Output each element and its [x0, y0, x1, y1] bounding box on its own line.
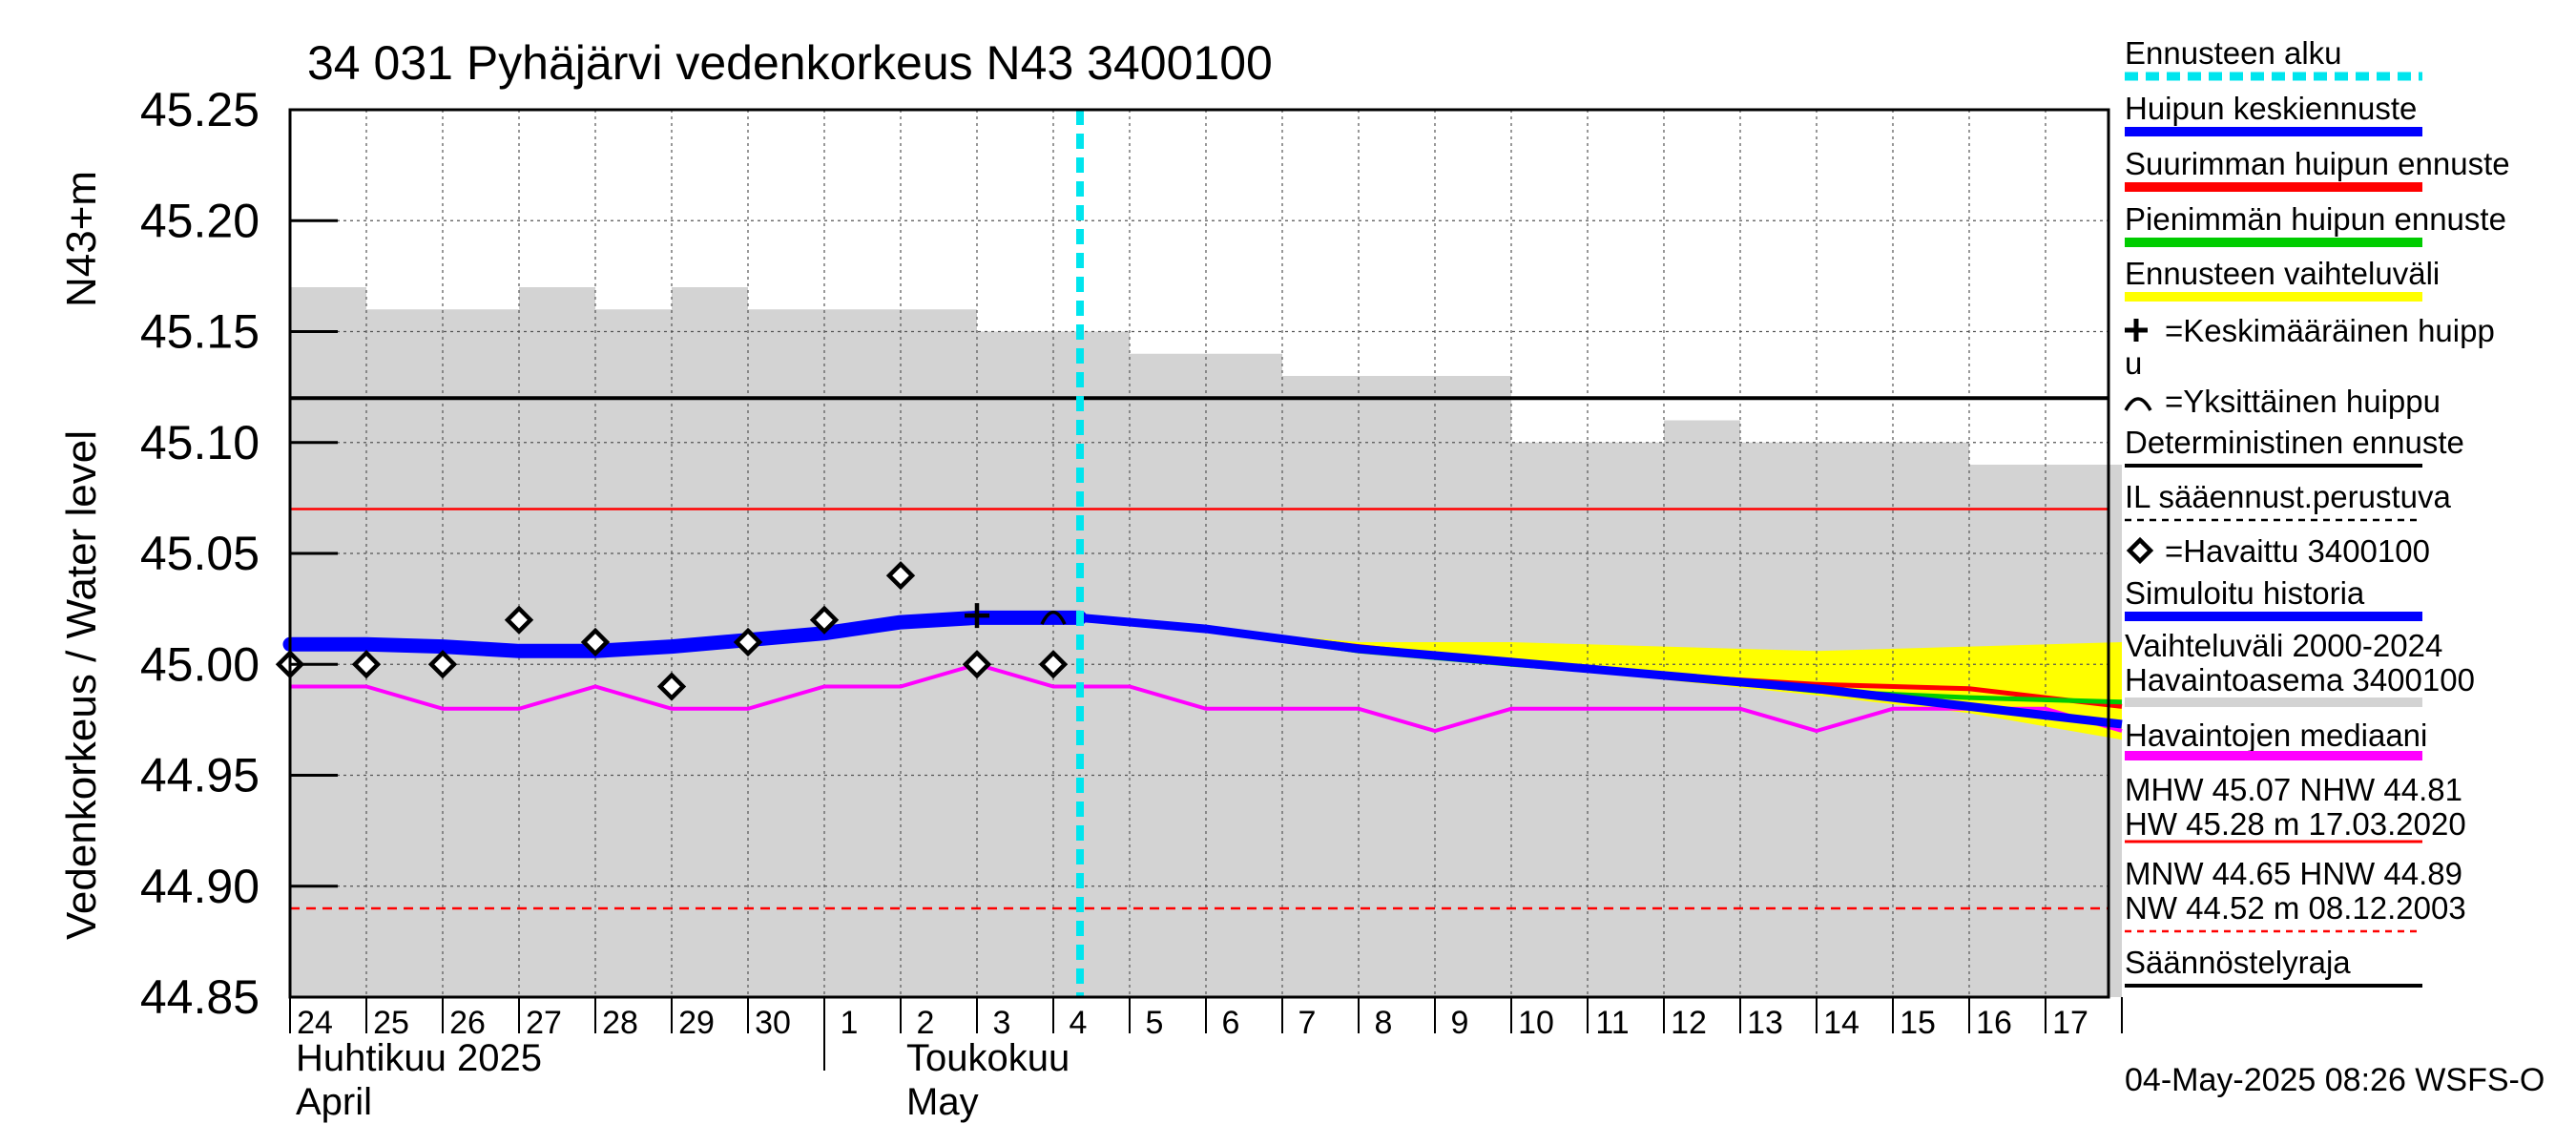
legend-label: Vaihteluväli 2000-2024 — [2125, 628, 2442, 663]
observed-marker — [733, 627, 763, 657]
legend-label-secondary: u — [2125, 345, 2142, 381]
month-label-fi: Huhtikuu 2025 — [296, 1037, 542, 1079]
legend-label-secondary: HW 45.28 m 17.03.2020 — [2125, 806, 2466, 842]
median-series-line — [290, 662, 2123, 734]
legend: Ennusteen alku Huipun keskiennuste Suurimm… — [2124, 35, 2510, 988]
footer-timestamp: 04-May-2025 08:26 WSFS-O — [2125, 1062, 2545, 1098]
legend-diamond-icon — [2126, 536, 2154, 565]
x-tick-label: 1 — [841, 1005, 859, 1041]
x-tick-label: 4 — [1070, 1005, 1088, 1041]
x-tick-label: 17 — [2052, 1005, 2088, 1041]
series-lines — [282, 610, 2123, 734]
y-tick-label: 45.25 — [140, 83, 260, 136]
legend-label: Simuloitu historia — [2125, 575, 2365, 611]
reference-lines — [290, 396, 2109, 910]
x-tick-label: 25 — [373, 1005, 409, 1041]
y-tick-label: 45.10 — [140, 416, 260, 469]
x-tick-label: 15 — [1900, 1005, 1936, 1041]
legend-label: IL sääennust.perustuva — [2125, 479, 2451, 514]
observed-marker — [580, 627, 611, 657]
forecast-band-area — [1080, 619, 2122, 740]
axes: 44.85 44.90 44.95 45.00 45.05 45.10 45.15 45.20… — [140, 83, 2123, 1123]
observed-marker — [1038, 650, 1069, 679]
x-tick-label: 2 — [917, 1005, 935, 1041]
y-tick-label: 45.05 — [140, 527, 260, 580]
x-tick-label: 7 — [1298, 1005, 1317, 1041]
legend-label-secondary: NW 44.52 m 08.12.2003 — [2125, 890, 2466, 926]
observed-marker — [962, 650, 992, 679]
y-axis-unit-label: N43+m — [58, 171, 105, 307]
legend-label: Suurimman huipun ennuste — [2125, 146, 2510, 181]
legend-label: Deterministinen ennuste — [2125, 425, 2464, 460]
x-tick-label: 26 — [449, 1005, 486, 1041]
legend-label: Huipun keskiennuste — [2125, 91, 2417, 126]
legend-label: Ennusteen vaihteluväli — [2125, 256, 2440, 291]
legend-arch-icon — [2124, 397, 2152, 411]
grid-lines — [290, 110, 2109, 997]
x-tick-label: 10 — [1518, 1005, 1554, 1041]
x-tick-label: 27 — [526, 1005, 562, 1041]
forecast-variation-band — [1080, 619, 2122, 740]
x-tick-label: 13 — [1747, 1005, 1783, 1041]
month-label-en: May — [906, 1081, 979, 1123]
x-tick-label: 11 — [1595, 1005, 1629, 1041]
y-tick-label: 45.00 — [140, 637, 260, 691]
x-tick-label: 14 — [1823, 1005, 1859, 1041]
legend-label: Ennusteen alku — [2125, 35, 2342, 71]
x-tick-label: 9 — [1451, 1005, 1469, 1041]
y-tick-label: 45.15 — [140, 305, 260, 359]
x-tick-label: 6 — [1222, 1005, 1240, 1041]
observed-marker — [351, 650, 382, 679]
x-tick-label: 5 — [1146, 1005, 1164, 1041]
observed-marker — [656, 672, 687, 701]
single-peak-arch-marker — [1040, 610, 1067, 625]
mean-peak-plus-marker — [965, 603, 989, 629]
month-label-fi: Toukokuu — [906, 1037, 1070, 1079]
mean-peak-forecast-line — [1079, 613, 2123, 729]
x-tick-label: 12 — [1671, 1005, 1707, 1041]
legend-label: MHW 45.07 NHW 44.81 — [2125, 772, 2462, 807]
legend-label-secondary: Havaintoasema 3400100 — [2125, 662, 2475, 697]
month-label-en: April — [296, 1081, 372, 1123]
observed-markers — [275, 561, 1069, 701]
legend-label: MNW 44.65 HNW 44.89 — [2125, 856, 2462, 891]
simulated-history-line — [282, 610, 1088, 658]
y-tick-label: 44.85 — [140, 970, 260, 1024]
legend-plus-icon — [2125, 319, 2148, 342]
legend-label: =Yksittäinen huippu — [2165, 384, 2441, 419]
x-tick-label: 16 — [1976, 1005, 2012, 1041]
observed-marker — [809, 605, 840, 635]
legend-label: Havaintojen mediaani — [2125, 718, 2427, 753]
x-tick-label: 24 — [297, 1005, 333, 1041]
x-tick-label: 30 — [755, 1005, 791, 1041]
legend-label: =Havaittu 3400100 — [2165, 533, 2430, 569]
y-tick-label: 44.90 — [140, 860, 260, 913]
observed-marker — [504, 605, 534, 635]
legend-label: Pienimmän huipun ennuste — [2125, 201, 2506, 237]
x-tick-label: 29 — [678, 1005, 715, 1041]
observed-marker — [885, 561, 916, 591]
y-tick-label: 45.20 — [140, 194, 260, 247]
chart-title: 34 031 Pyhäjärvi vedenkorkeus N43 340010… — [307, 36, 1273, 90]
legend-label: Säännöstelyraja — [2125, 945, 2351, 980]
x-tick-label: 8 — [1375, 1005, 1393, 1041]
x-tick-label: 28 — [602, 1005, 638, 1041]
legend-label: =Keskimääräinen huipp — [2165, 313, 2495, 348]
y-tick-label: 44.95 — [140, 749, 260, 802]
x-tick-label: 3 — [993, 1005, 1011, 1041]
y-axis-label: Vedenkorkeus / Water level — [58, 430, 105, 940]
observed-marker — [427, 650, 458, 679]
